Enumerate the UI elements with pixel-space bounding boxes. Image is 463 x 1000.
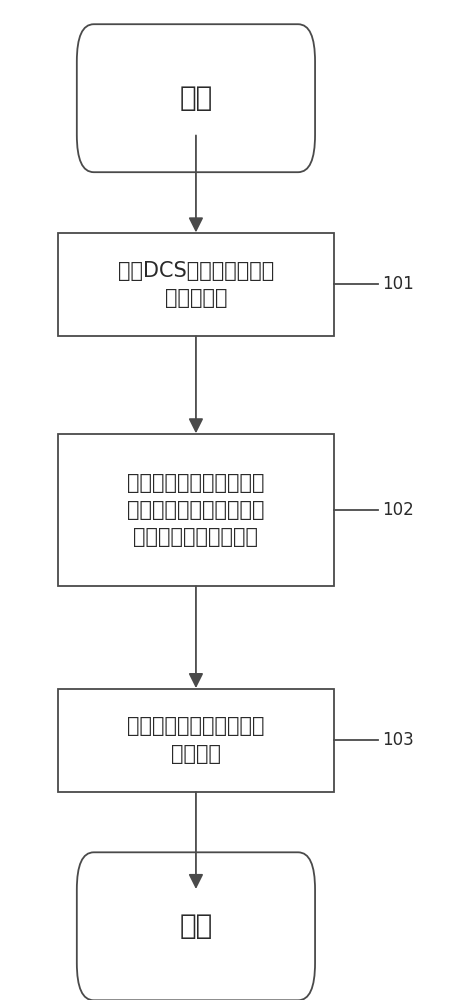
Bar <box>58 434 334 586</box>
Text: 结束: 结束 <box>179 912 213 940</box>
Text: 根据流量调节信号得到阀
门调节方向，计算阀门调
节时间和阀门调节速度: 根据流量调节信号得到阀 门调节方向，计算阀门调 节时间和阀门调节速度 <box>127 473 265 547</box>
Text: 开始: 开始 <box>179 84 213 112</box>
Text: 101: 101 <box>382 275 414 293</box>
Text: 102: 102 <box>382 501 414 519</box>
Text: 获取DCS系统所发送的流
量调节信号: 获取DCS系统所发送的流 量调节信号 <box>118 261 274 308</box>
Text: 调节电动执行机构的阀门
开合角度: 调节电动执行机构的阀门 开合角度 <box>127 716 265 764</box>
Bar <box>58 689 334 792</box>
Bar <box>58 233 334 336</box>
FancyBboxPatch shape <box>77 24 315 172</box>
FancyBboxPatch shape <box>77 852 315 1000</box>
Text: 103: 103 <box>382 731 414 749</box>
